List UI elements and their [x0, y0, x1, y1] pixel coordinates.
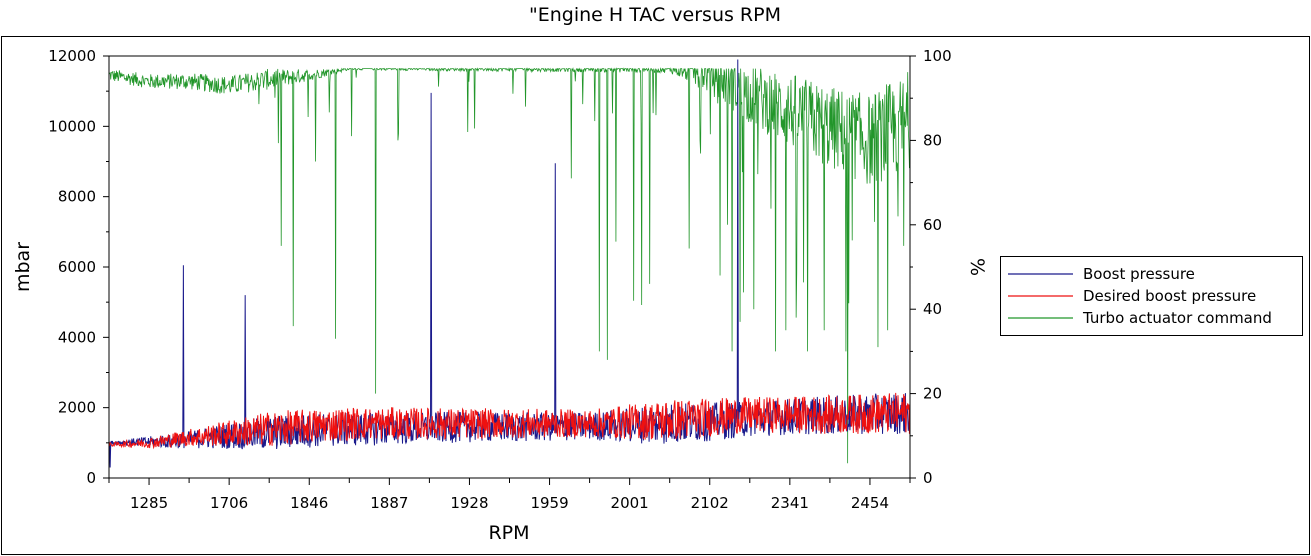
x-tick-label: 2341 — [771, 494, 809, 512]
x-tick-label: 1285 — [130, 494, 168, 512]
x-tick-label: 1706 — [210, 494, 248, 512]
x-tick-label: 1928 — [450, 494, 488, 512]
y2-tick-label: 60 — [923, 216, 942, 234]
y2-tick-label: 80 — [923, 131, 942, 149]
y-axis-right: 0 20 40 60 80 100 — [910, 47, 952, 487]
legend-label-desired-boost-pressure: Desired boost pressure — [1083, 287, 1256, 305]
x-tick-label: 1846 — [290, 494, 328, 512]
chart-title: "Engine H TAC versus RPM — [529, 4, 781, 26]
y2-tick-label: 20 — [923, 385, 942, 403]
y-tick-label: 4000 — [58, 328, 96, 346]
y2-axis-label: % — [966, 258, 988, 276]
x-tick-label: 2454 — [851, 494, 889, 512]
x-tick-label: 1887 — [370, 494, 408, 512]
series-line-desired-boost-pressure — [109, 392, 910, 450]
legend: Boost pressure Desired boost pressure Tu… — [1000, 256, 1303, 336]
x-tick-label: 2102 — [691, 494, 729, 512]
y-tick-label: 2000 — [58, 399, 96, 417]
legend-label-boost-pressure: Boost pressure — [1083, 265, 1195, 283]
y2-tick-label: 0 — [923, 469, 933, 487]
y-tick-label: 6000 — [58, 258, 96, 276]
x-tick-label: 2001 — [611, 494, 649, 512]
y-tick-label: 0 — [86, 469, 96, 487]
y-axis-left: 0 2000 4000 6000 8000 10000 12000 — [48, 47, 109, 487]
x-tick-label: 1959 — [530, 494, 568, 512]
x-axis: 1285 1706 1846 1887 1928 1959 2001 2102 2341 2454 — [108, 478, 911, 512]
series-line-turbo-actuator-command — [109, 67, 910, 464]
y2-tick-label: 40 — [923, 300, 942, 318]
legend-label-turbo-actuator-command: Turbo actuator command — [1082, 309, 1272, 327]
x-axis-label: RPM — [488, 522, 529, 544]
figure-frame — [1, 36, 1310, 555]
y-tick-label: 12000 — [48, 47, 96, 65]
y2-tick-label: 100 — [923, 47, 952, 65]
y-tick-label: 8000 — [58, 188, 96, 206]
y-axis-label: mbar — [12, 242, 34, 292]
y-tick-label: 10000 — [48, 117, 96, 135]
